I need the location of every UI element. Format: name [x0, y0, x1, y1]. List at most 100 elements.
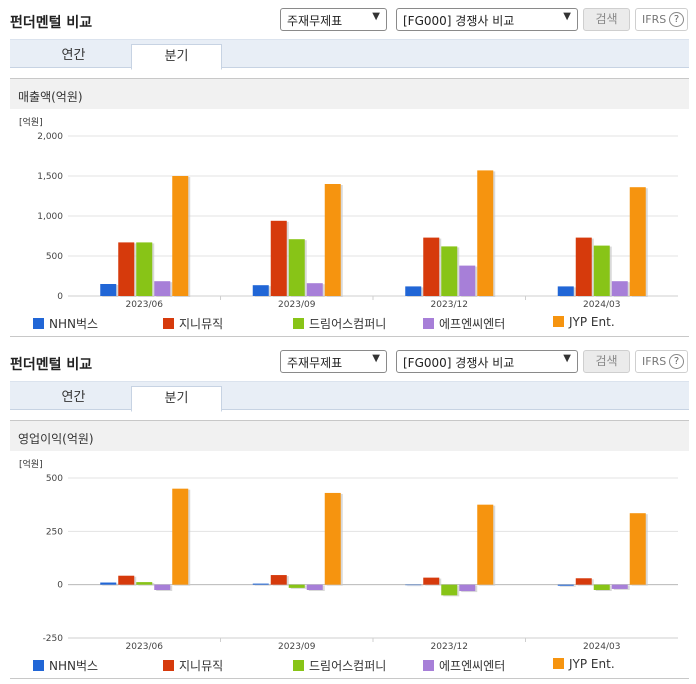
y-unit-label: [억원] [19, 458, 43, 470]
panel-divider [10, 678, 689, 679]
bar [611, 281, 628, 296]
bar [459, 584, 476, 592]
bar [593, 245, 610, 296]
legend-swatch [293, 318, 304, 329]
bar [252, 285, 269, 296]
legend-item-geniemusic: 지니뮤직 [163, 315, 224, 331]
section-title: 영업이익(억원) [10, 420, 689, 451]
chevron-down-icon: ▼ [563, 11, 571, 22]
bar [306, 584, 323, 590]
chevron-down-icon: ▼ [372, 11, 380, 22]
bar [575, 578, 592, 585]
legend-item-dreamus: 드림어스컴퍼니 [293, 657, 386, 673]
bar [423, 577, 440, 585]
bar [172, 176, 189, 296]
tab-quarterly[interactable]: 분기 [131, 44, 222, 70]
x-tick-label: 2023/12 [431, 300, 468, 310]
legend-item-fnc: 에프엔씨엔터 [423, 657, 506, 673]
fundamental-compare-panel-revenue: 펀더멘털 비교 주재무제표 ▼ [FG000] 경쟁사 비교 ▼ 검색 IFRS… [10, 8, 689, 337]
period-tabs: 연간 분기 [10, 39, 689, 70]
legend-swatch [163, 318, 174, 329]
statement-type-value: 주재무제표 [287, 356, 343, 370]
bar [100, 284, 117, 296]
ifrs-label: IFRS [642, 355, 667, 368]
bar [477, 170, 494, 296]
bar [423, 237, 440, 296]
legend-item-dreamus: 드림어스컴퍼니 [293, 315, 386, 331]
bar [118, 575, 135, 585]
y-tick-label: 1,000 [37, 212, 63, 222]
y-tick-label: 0 [57, 581, 63, 591]
question-icon: ? [669, 354, 684, 369]
bar-shadow [559, 585, 576, 587]
search-button[interactable]: 검색 [583, 8, 630, 31]
period-tabs: 연간 분기 [10, 381, 689, 412]
peer-group-select[interactable]: [FG000] 경쟁사 비교 ▼ [396, 350, 578, 373]
bar [288, 239, 305, 296]
bar [593, 584, 610, 590]
bar [441, 584, 458, 596]
statement-type-value: 주재무제표 [287, 14, 343, 28]
y-tick-label: 1,500 [37, 172, 63, 182]
legend-label: NHN벅스 [49, 659, 99, 673]
bar [118, 242, 135, 296]
peer-group-select[interactable]: [FG000] 경쟁사 비교 ▼ [396, 8, 578, 31]
bar [306, 283, 323, 296]
legend-item-nhnbugs: NHN벅스 [33, 657, 99, 673]
x-tick-label: 2023/09 [278, 300, 316, 310]
chevron-down-icon: ▼ [372, 353, 380, 364]
tab-annual[interactable]: 연간 [61, 48, 86, 63]
legend-label: JYP Ent. [569, 657, 615, 671]
bar [270, 220, 287, 296]
statement-type-select[interactable]: 주재무제표 ▼ [280, 350, 387, 373]
x-tick-label: 2023/06 [126, 300, 164, 310]
legend-swatch [163, 660, 174, 671]
bar [405, 286, 422, 296]
legend-item-jyp: JYP Ent. [553, 315, 615, 329]
tab-annual[interactable]: 연간 [61, 390, 86, 405]
x-tick-label: 2024/03 [583, 642, 620, 652]
bar [611, 584, 628, 589]
search-button[interactable]: 검색 [583, 350, 630, 373]
bar [270, 575, 287, 585]
operating-profit-bar-chart: [억원] -250 0 250 500 2023/06 2023/09 2023/12 2024… [19, 458, 678, 652]
bar [288, 584, 305, 588]
bar [324, 184, 341, 296]
tab-quarterly[interactable]: 분기 [131, 386, 222, 412]
peer-group-value: [FG000] 경쟁사 비교 [403, 356, 515, 370]
bar [441, 246, 458, 296]
legend-swatch [33, 318, 44, 329]
x-tick-label: 2024/03 [583, 300, 620, 310]
statement-type-select[interactable]: 주재무제표 ▼ [280, 8, 387, 31]
bar [154, 584, 171, 590]
legend-swatch [553, 316, 564, 327]
ifrs-help-button[interactable]: IFRS ? [635, 8, 688, 31]
legend-label: JYP Ent. [569, 315, 615, 329]
legend-label: 에프엔씨엔터 [439, 317, 506, 331]
x-tick-label: 2023/06 [126, 642, 164, 652]
y-tick-label: -250 [43, 634, 64, 644]
ifrs-label: IFRS [642, 13, 667, 26]
y-unit-label: [억원] [19, 116, 43, 128]
ifrs-help-button[interactable]: IFRS ? [635, 350, 688, 373]
legend-item-jyp: JYP Ent. [553, 657, 615, 671]
y-tick-label: 250 [46, 527, 63, 537]
x-tick-label: 2023/12 [431, 642, 468, 652]
bar [154, 281, 171, 296]
y-tick-label: 0 [57, 292, 63, 302]
bar [252, 583, 269, 585]
legend-label: 에프엔씨엔터 [439, 659, 506, 673]
legend-swatch [33, 660, 44, 671]
bar [575, 237, 592, 296]
bar [459, 265, 476, 296]
legend-swatch [423, 660, 434, 671]
bar [100, 582, 117, 585]
bar [136, 582, 153, 585]
revenue-bar-chart: [억원] 0 500 1,000 1,500 2,000 2023/06 2023/09 202… [19, 116, 678, 310]
bar [324, 492, 341, 585]
panel-divider [10, 336, 689, 337]
legend-label: NHN벅스 [49, 317, 99, 331]
question-icon: ? [669, 12, 684, 27]
bar [405, 584, 422, 586]
legend-label: 지니뮤직 [179, 317, 224, 331]
